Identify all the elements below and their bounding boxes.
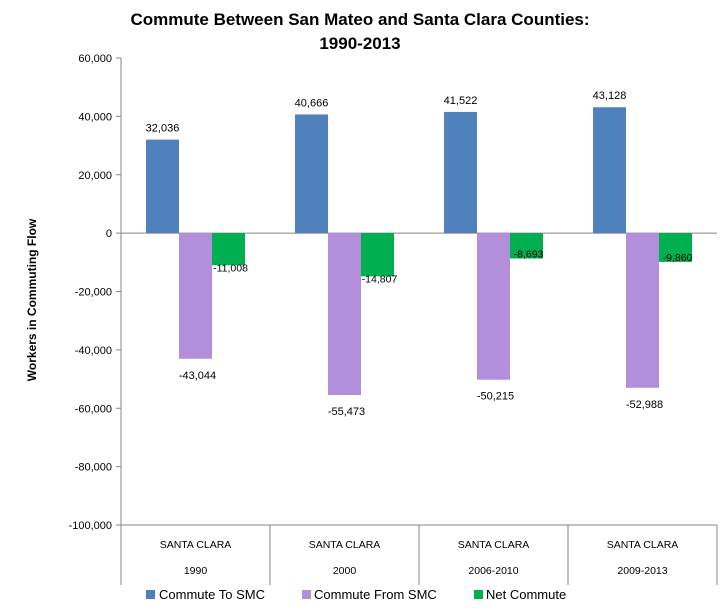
data-label: -9,860 — [663, 252, 693, 264]
data-label: -55,473 — [328, 406, 365, 418]
bar — [179, 233, 212, 359]
category-county-label: SANTA CLARA — [160, 539, 232, 551]
legend-label: Commute From SMC — [314, 587, 437, 602]
category-period-label: 2006-2010 — [468, 565, 518, 577]
y-tick-label: 0 — [106, 228, 112, 240]
data-label: -8,693 — [514, 248, 544, 260]
data-label: -11,008 — [213, 262, 248, 274]
data-label: -50,215 — [477, 391, 514, 403]
y-tick-label: 20,000 — [78, 170, 112, 182]
bar — [295, 114, 328, 234]
chart-title-line2: 1990-2013 — [319, 34, 401, 53]
category-period-label: 2000 — [333, 565, 357, 577]
y-tick-label: -20,000 — [75, 287, 112, 299]
y-tick-label: -100,000 — [69, 520, 112, 532]
bar — [659, 233, 692, 262]
legend-label: Net Commute — [486, 587, 566, 602]
chart-title: Commute Between San Mateo and Santa Clar… — [0, 8, 720, 56]
legend-label: Commute To SMC — [159, 587, 265, 602]
category-labels: SANTA CLARA 1990 SANTA CLARA 2000 SANTA CLAR… — [160, 525, 718, 585]
bar — [361, 233, 394, 277]
y-tick-label: -60,000 — [75, 403, 112, 415]
bar — [146, 139, 179, 234]
y-tick-label: -80,000 — [75, 462, 112, 474]
bar — [510, 233, 543, 259]
bar — [328, 233, 361, 396]
data-label: -14,807 — [362, 273, 398, 285]
data-label: 41,522 — [444, 95, 478, 107]
data-label: -52,988 — [626, 399, 663, 411]
bar — [593, 107, 626, 234]
category-county-label: SANTA CLARA — [607, 539, 679, 551]
category-county-label: SANTA CLARA — [309, 539, 381, 551]
legend-swatch — [146, 590, 155, 599]
legend: Commute To SMC Commute From SMC Net Commut… — [146, 587, 566, 602]
bars — [146, 107, 692, 396]
bar — [444, 111, 477, 234]
data-label: 40,666 — [295, 97, 329, 109]
bar — [477, 233, 510, 380]
bar — [212, 233, 245, 266]
data-label: 43,128 — [593, 90, 627, 102]
legend-swatch — [474, 590, 483, 599]
data-labels: 32,036 -43,044 -11,008 40,666 -55,473 -14,807… — [146, 90, 693, 418]
category-period-label: 2009-2013 — [617, 565, 667, 577]
bar — [626, 233, 659, 388]
chart-title-line1: Commute Between San Mateo and Santa Clar… — [130, 10, 590, 29]
y-tick-label: -40,000 — [75, 345, 112, 357]
data-label: 32,036 — [146, 123, 180, 135]
category-period-label: 1990 — [184, 565, 208, 577]
data-label: -43,044 — [179, 370, 216, 382]
y-axis-label: Workers in Commuting Flow — [25, 218, 39, 381]
y-tick-label: 40,000 — [78, 111, 112, 123]
y-tick-label: 60,000 — [78, 53, 112, 65]
category-county-label: SANTA CLARA — [458, 539, 530, 551]
legend-swatch — [302, 590, 311, 599]
